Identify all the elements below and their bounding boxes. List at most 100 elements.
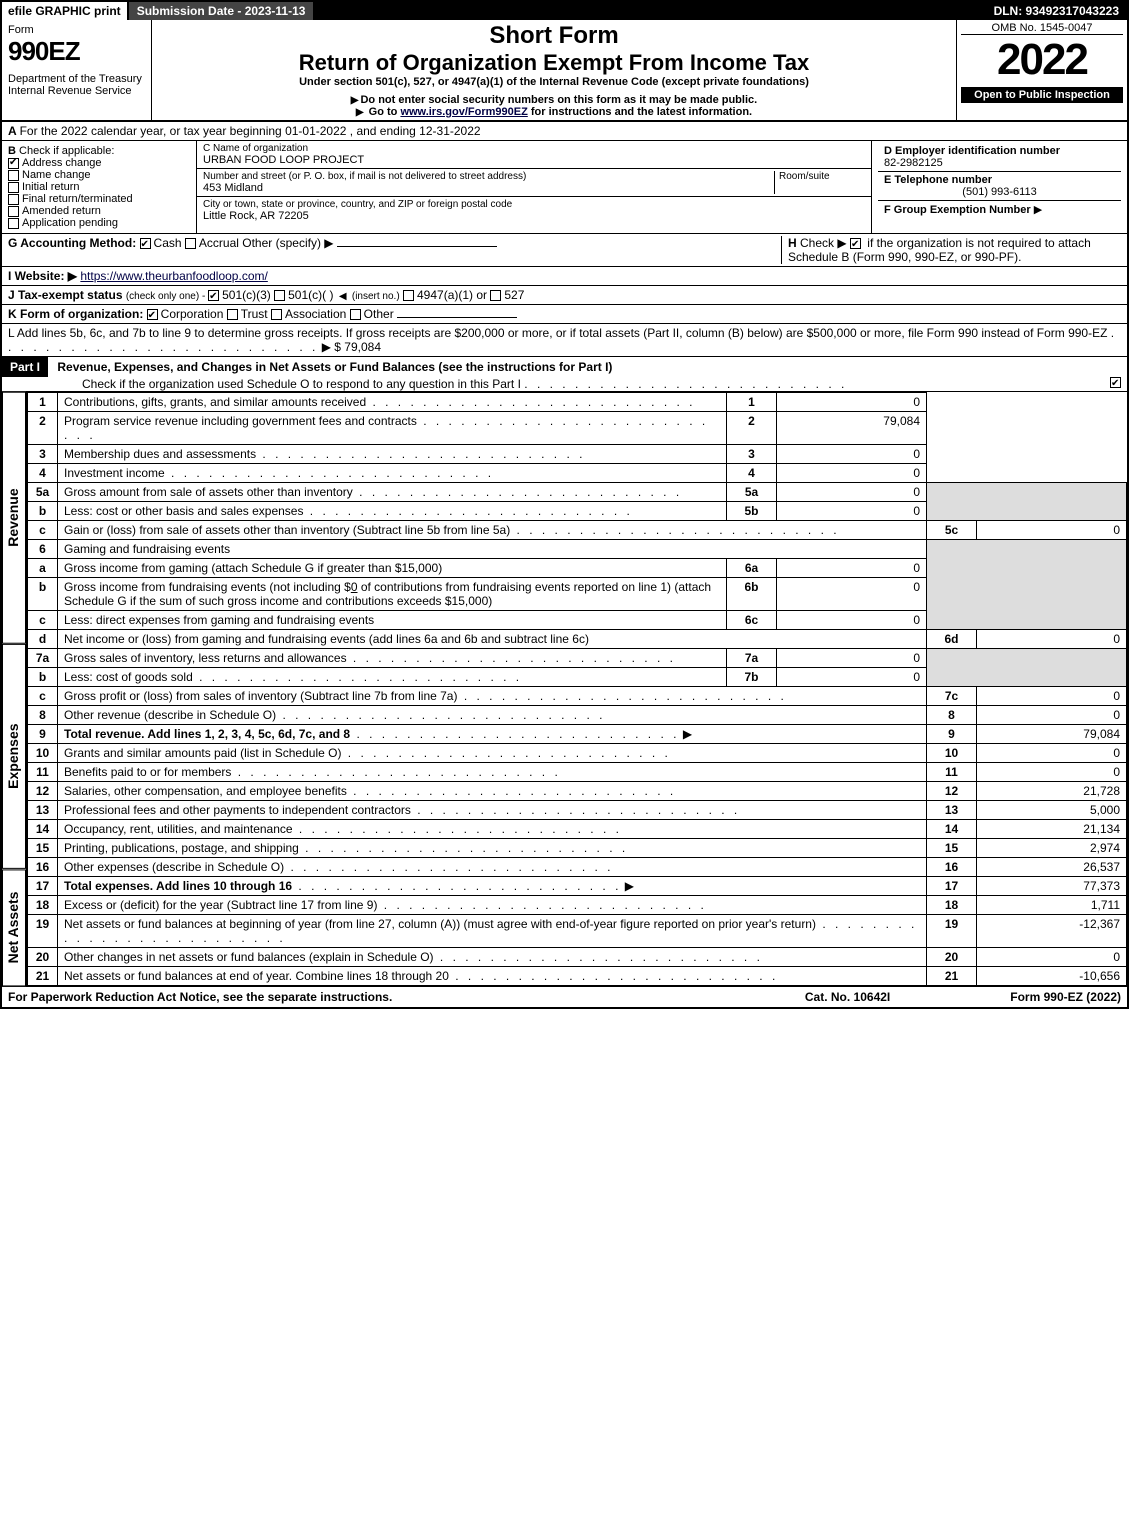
gross-receipts-amt: $ 79,084: [334, 340, 381, 354]
irs-label: Internal Revenue Service: [8, 85, 145, 97]
line-5c: cGain or (loss) from sale of assets othe…: [28, 521, 1127, 540]
lines-wrapper: Revenue Expenses Net Assets 1Contributio…: [2, 392, 1127, 986]
line-12: 12Salaries, other compensation, and empl…: [28, 782, 1127, 801]
tax-year: 2022: [961, 35, 1123, 85]
phone-value: (501) 993-6113: [884, 186, 1115, 198]
part-i-check-o: Check if the organization used Schedule …: [2, 377, 1127, 391]
cb-trust[interactable]: [227, 309, 238, 320]
line-4: 4Investment income40: [28, 464, 1127, 483]
cb-accrual[interactable]: [185, 238, 196, 249]
cb-pending[interactable]: [8, 218, 19, 229]
line-7c: cGross profit or (loss) from sales of in…: [28, 687, 1127, 706]
street-cell: Number and street (or P. O. box, if mail…: [197, 169, 871, 197]
submission-date: Submission Date - 2023-11-13: [129, 2, 314, 20]
cb-corp[interactable]: [147, 309, 158, 320]
open-inspection: Open to Public Inspection: [961, 87, 1123, 103]
line-19: 19Net assets or fund balances at beginni…: [28, 915, 1127, 948]
line-6d: dNet income or (loss) from gaming and fu…: [28, 630, 1127, 649]
arrow-left-icon: [337, 288, 349, 302]
website-link[interactable]: https://www.theurbanfoodloop.com/: [80, 269, 267, 283]
form-container: efile GRAPHIC print Submission Date - 20…: [0, 0, 1129, 1009]
cb-name-change[interactable]: [8, 170, 19, 181]
under-section: Under section 501(c), 527, or 4947(a)(1)…: [158, 76, 950, 88]
footer-right: Form 990-EZ (2022): [1010, 990, 1121, 1004]
header-left: Form 990EZ Department of the Treasury In…: [2, 20, 152, 120]
efile-print: efile GRAPHIC print: [2, 2, 129, 20]
col-b-checkboxes: B Check if applicable: Address change Na…: [2, 141, 197, 233]
topbar: efile GRAPHIC print Submission Date - 20…: [2, 2, 1127, 20]
arrow-icon: ▶: [1034, 204, 1042, 216]
do-not-ssn: Do not enter social security numbers on …: [158, 94, 950, 106]
phone-cell: E Telephone number (501) 993-6113: [878, 172, 1121, 201]
cb-schedule-o[interactable]: [1110, 377, 1121, 388]
part-i-label: Part I: [2, 357, 48, 377]
footer-catno: Cat. No. 10642I: [805, 990, 890, 1004]
line-6: 6Gaming and fundraising events: [28, 540, 1127, 559]
form-number: 990EZ: [8, 36, 145, 67]
i-website-row: I Website: ▶ https://www.theurbanfoodloo…: [2, 267, 1127, 286]
line-2: 2Program service revenue including gover…: [28, 412, 1127, 445]
j-tax-exempt: J Tax-exempt status (check only one) - 5…: [2, 286, 1127, 305]
cb-501c3[interactable]: [208, 290, 219, 301]
ein-value: 82-2982125: [884, 157, 943, 169]
line-20: 20Other changes in net assets or fund ba…: [28, 948, 1127, 967]
line-11: 11Benefits paid to or for members110: [28, 763, 1127, 782]
k-form-org: K Form of organization: Corporation Trus…: [2, 305, 1127, 324]
cb-initial-return[interactable]: [8, 182, 19, 193]
org-name-cell: C Name of organization URBAN FOOD LOOP P…: [197, 141, 871, 169]
col-d-e-f: D Employer identification number 82-2982…: [872, 141, 1127, 233]
cb-schedule-b[interactable]: [850, 238, 861, 249]
b-f-block: B Check if applicable: Address change Na…: [2, 141, 1127, 234]
line-10: 10Grants and similar amounts paid (list …: [28, 744, 1127, 763]
line-8: 8Other revenue (describe in Schedule O)8…: [28, 706, 1127, 725]
side-revenue: Revenue: [2, 392, 26, 644]
part-i-header-row: Part I Revenue, Expenses, and Changes in…: [2, 357, 1127, 392]
line-15: 15Printing, publications, postage, and s…: [28, 839, 1127, 858]
g-accounting: G Accounting Method: Cash Accrual Other …: [8, 236, 781, 250]
ein-cell: D Employer identification number 82-2982…: [878, 143, 1121, 172]
header-center: Short Form Return of Organization Exempt…: [152, 20, 957, 120]
line-a: A For the 2022 calendar year, or tax yea…: [2, 122, 1127, 141]
cb-other-org[interactable]: [350, 309, 361, 320]
return-title: Return of Organization Exempt From Incom…: [158, 50, 950, 76]
form-word: Form: [8, 24, 145, 36]
cb-501c[interactable]: [274, 290, 285, 301]
footer: For Paperwork Reduction Act Notice, see …: [2, 986, 1127, 1007]
cb-cash[interactable]: [140, 238, 151, 249]
side-labels: Revenue Expenses Net Assets: [2, 392, 27, 986]
part-i-heading: Revenue, Expenses, and Changes in Net As…: [51, 360, 612, 374]
irs-url-link[interactable]: www.irs.gov/Form990EZ: [400, 106, 527, 118]
line-18: 18Excess or (deficit) for the year (Subt…: [28, 896, 1127, 915]
l-gross-receipts: L Add lines 5b, 6c, and 7b to line 9 to …: [2, 324, 1127, 357]
dln: DLN: 93492317043223: [986, 2, 1127, 20]
line-13: 13Professional fees and other payments t…: [28, 801, 1127, 820]
cb-amended[interactable]: [8, 206, 19, 217]
lines-table: 1Contributions, gifts, grants, and simil…: [27, 392, 1127, 986]
cb-final-return[interactable]: [8, 194, 19, 205]
dept-treasury: Department of the Treasury: [8, 73, 145, 85]
goto-line: Go to www.irs.gov/Form990EZ for instruct…: [158, 106, 950, 118]
h-check: H Check ▶ if the organization is not req…: [781, 236, 1121, 264]
arrow-icon: [356, 106, 366, 118]
city-cell: City or town, state or province, country…: [197, 197, 871, 224]
g-h-row: G Accounting Method: Cash Accrual Other …: [2, 234, 1127, 267]
line-5a: 5aGross amount from sale of assets other…: [28, 483, 1127, 502]
room-suite: Room/suite: [775, 171, 865, 194]
footer-left: For Paperwork Reduction Act Notice, see …: [8, 990, 392, 1004]
cb-4947[interactable]: [403, 290, 414, 301]
street-address: 453 Midland: [203, 182, 770, 194]
line-14: 14Occupancy, rent, utilities, and mainte…: [28, 820, 1127, 839]
line-17: 17Total expenses. Add lines 10 through 1…: [28, 877, 1127, 896]
form-header: Form 990EZ Department of the Treasury In…: [2, 20, 1127, 122]
short-form-title: Short Form: [158, 22, 950, 50]
group-exempt-cell: F Group Exemption Number ▶: [878, 201, 1121, 218]
cb-address-change[interactable]: [8, 158, 19, 169]
omb-no: OMB No. 1545-0047: [961, 22, 1123, 35]
side-net-assets: Net Assets: [2, 869, 26, 986]
city-state-zip: Little Rock, AR 72205: [203, 210, 865, 222]
cb-527[interactable]: [490, 290, 501, 301]
cb-assoc[interactable]: [271, 309, 282, 320]
header-right: OMB No. 1545-0047 2022 Open to Public In…: [957, 20, 1127, 120]
line-21: 21Net assets or fund balances at end of …: [28, 967, 1127, 986]
line-16: 16Other expenses (describe in Schedule O…: [28, 858, 1127, 877]
